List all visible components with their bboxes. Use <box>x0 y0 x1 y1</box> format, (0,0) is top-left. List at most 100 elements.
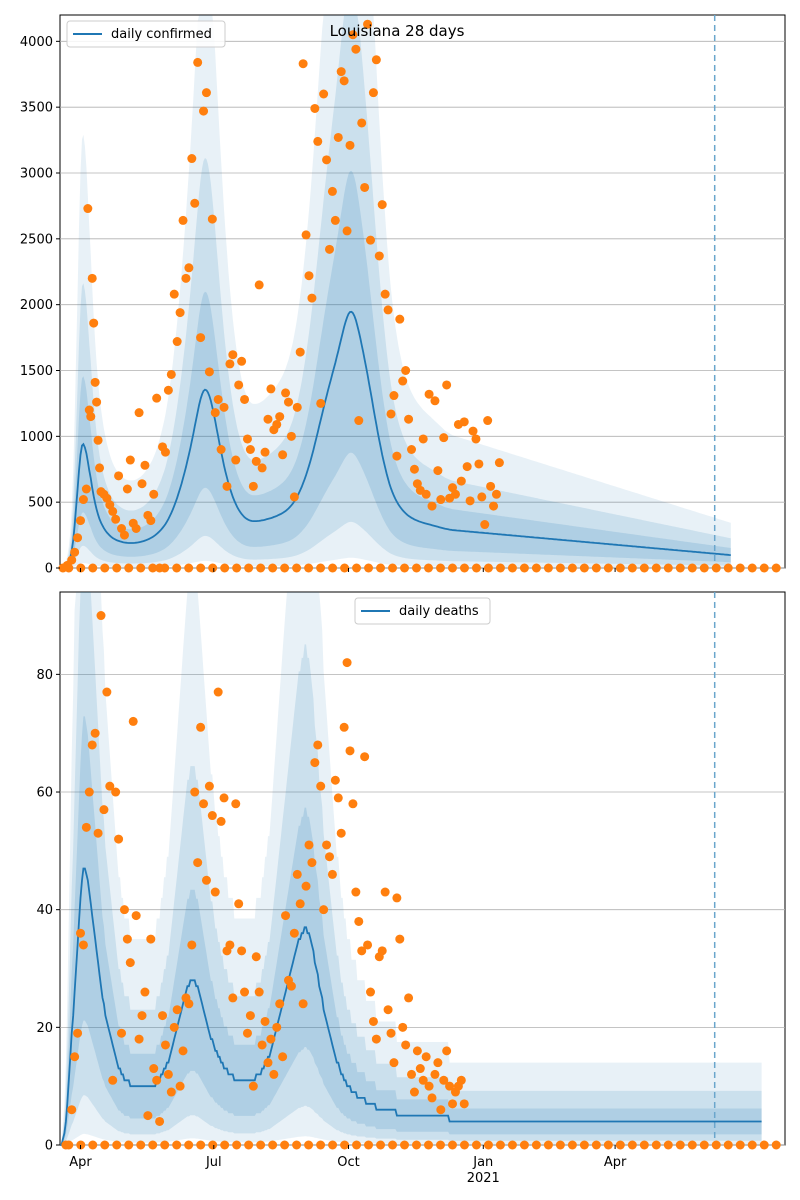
observed-point <box>360 182 370 192</box>
deaths-panel: 0 20 40 60 80 Apr Jul Oct Jan Apr 2021 daily deat… <box>36 591 786 1186</box>
zero-report-point <box>124 563 134 573</box>
zero-report-point <box>148 563 158 573</box>
zero-report-point <box>352 1140 362 1150</box>
observed-point <box>307 858 317 868</box>
observed-point <box>336 67 346 77</box>
y-tick-label: 80 <box>36 668 53 683</box>
observed-point <box>93 828 103 838</box>
zero-report-point <box>663 563 673 573</box>
observed-point <box>111 787 121 797</box>
zero-report-point <box>316 563 326 573</box>
observed-point <box>213 687 223 697</box>
observed-point <box>395 934 405 944</box>
observed-point <box>289 928 299 938</box>
observed-point <box>301 230 311 240</box>
observed-point <box>90 728 100 738</box>
zero-report-point <box>244 1140 254 1150</box>
observed-point <box>83 204 93 214</box>
observed-point <box>404 993 414 1003</box>
zero-report-point <box>435 563 445 573</box>
deaths-uncertainty-bands <box>60 592 762 1145</box>
observed-point <box>254 280 264 290</box>
confirmed-uncertainty-bands <box>60 15 731 568</box>
observed-point <box>319 89 329 99</box>
observed-point <box>263 414 273 424</box>
observed-point <box>228 993 238 1003</box>
zero-report-point <box>507 1140 517 1150</box>
observed-point <box>251 456 261 466</box>
observed-point <box>401 1040 411 1050</box>
observed-point <box>216 816 226 826</box>
observed-point <box>465 496 475 506</box>
observed-point <box>445 1081 455 1091</box>
zero-report-point <box>304 1140 314 1150</box>
observed-point <box>207 811 217 821</box>
observed-point <box>272 1022 282 1032</box>
confirmed-x-ticks <box>80 568 616 572</box>
observed-point <box>392 451 402 461</box>
zero-report-point <box>723 563 733 573</box>
observed-point <box>122 934 132 944</box>
observed-point <box>257 463 267 473</box>
observed-point <box>281 911 291 921</box>
observed-point <box>187 154 197 164</box>
zero-report-point <box>651 1140 661 1150</box>
observed-point <box>424 1081 434 1091</box>
observed-point <box>289 492 299 502</box>
observed-point <box>462 462 472 472</box>
observed-point <box>125 455 135 465</box>
zero-report-point <box>531 1140 541 1150</box>
observed-point <box>275 412 285 422</box>
observed-point <box>245 445 255 454</box>
observed-point <box>199 106 209 116</box>
observed-point <box>339 76 349 86</box>
zero-report-point <box>280 563 290 573</box>
observed-point <box>354 916 364 926</box>
zero-report-point <box>615 1140 625 1150</box>
observed-point <box>266 384 276 394</box>
observed-point <box>196 333 206 343</box>
observed-point <box>278 1052 288 1062</box>
observed-point <box>439 1075 449 1085</box>
zero-report-point <box>364 1140 374 1150</box>
observed-point <box>483 416 493 426</box>
zero-report-point <box>543 563 553 573</box>
observed-point <box>322 840 332 850</box>
observed-point <box>93 435 103 445</box>
observed-point <box>172 337 182 347</box>
deaths-points-layer <box>61 611 781 1150</box>
zero-report-point <box>196 1140 206 1150</box>
observed-point <box>248 1081 258 1091</box>
observed-point <box>102 687 112 697</box>
zero-report-point <box>328 1140 338 1150</box>
observed-point <box>430 1069 440 1079</box>
zero-report-point <box>423 563 433 573</box>
zero-report-point <box>400 1140 410 1150</box>
observed-point <box>427 501 437 511</box>
zero-report-point <box>711 563 721 573</box>
zero-report-point <box>771 1140 781 1150</box>
observed-point <box>73 1028 83 1038</box>
series-line <box>60 310 731 569</box>
observed-point <box>86 412 96 422</box>
observed-point <box>439 433 449 443</box>
observed-point <box>357 946 367 956</box>
zero-report-point <box>639 1140 649 1150</box>
zero-report-point <box>435 1140 445 1150</box>
observed-point <box>178 1046 188 1056</box>
zero-report-point <box>112 563 122 573</box>
observed-point <box>409 464 419 474</box>
observed-point <box>489 501 499 511</box>
observed-point <box>327 186 337 196</box>
observed-point <box>383 305 393 315</box>
zero-report-point <box>208 563 218 573</box>
observed-point <box>131 524 141 533</box>
zero-report-point <box>675 563 685 573</box>
uncertainty-band-2 <box>60 716 762 1145</box>
observed-point <box>292 869 302 879</box>
observed-point <box>480 520 490 530</box>
observed-point <box>99 805 109 815</box>
deaths-legend: daily deaths <box>354 597 491 625</box>
zero-report-point <box>615 563 625 573</box>
observed-point <box>322 155 332 165</box>
